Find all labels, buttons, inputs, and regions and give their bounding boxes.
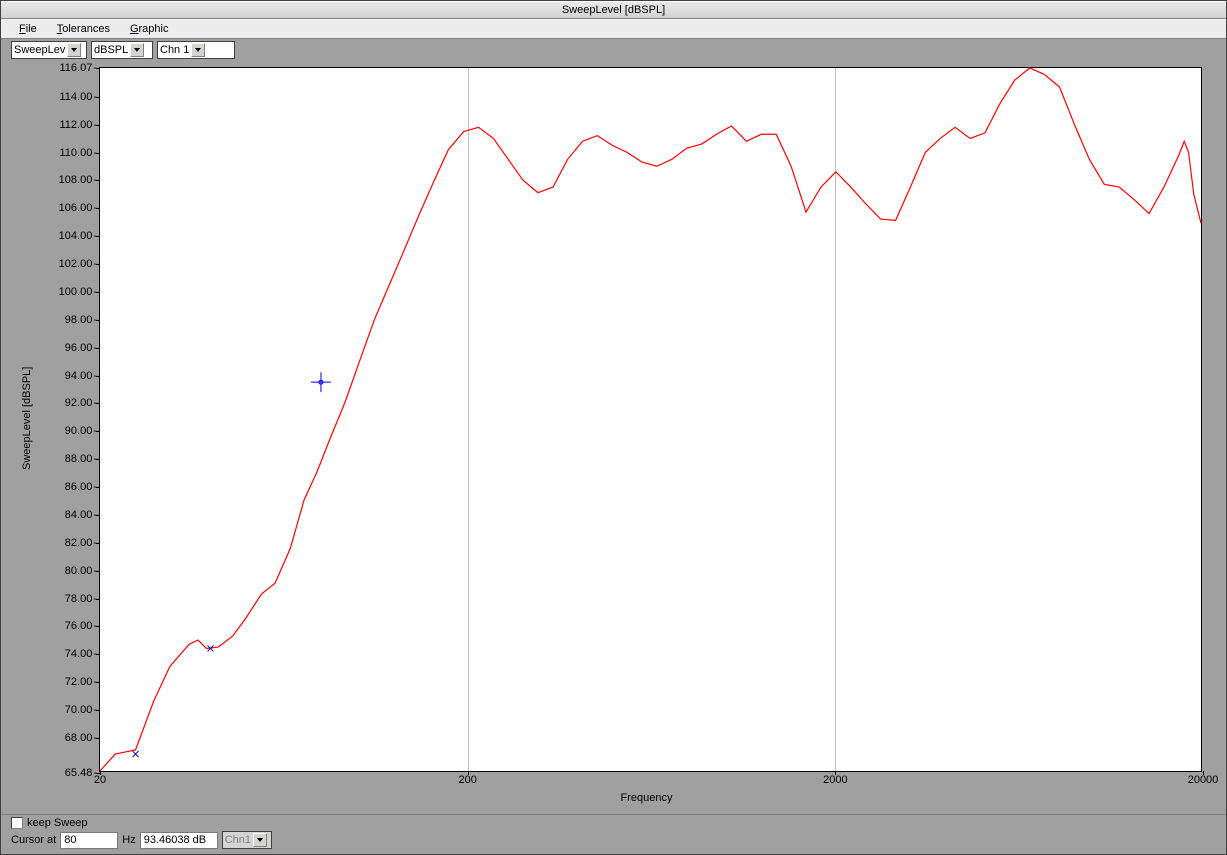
combo-channel[interactable]: Chn 1 [157, 41, 235, 59]
y-tick-label: 100.00- [59, 286, 97, 298]
y-tick-label: 94.00- [65, 370, 97, 382]
y-tick-label: 96.00- [65, 342, 97, 354]
menu-graphic[interactable]: Graphic [120, 21, 179, 37]
app-window: SweepLevel [dBSPL] File Tolerances Graph… [0, 0, 1227, 855]
y-tick-label: 114.00- [60, 91, 98, 103]
cursor-x-unit: Hz [122, 834, 135, 846]
combo-channel-value: Chn 1 [160, 44, 189, 56]
menu-file[interactable]: File [9, 21, 47, 37]
cursor-label: Cursor at [11, 834, 56, 846]
dropdown-arrow-icon [191, 43, 205, 57]
x-tick-label: 2000 [823, 774, 847, 786]
y-tick-label: 102.00- [59, 258, 97, 270]
x-tick-label: 200 [458, 774, 476, 786]
cursor-y-value: 93.46038 dB [144, 834, 206, 846]
y-tick-label: 98.00- [65, 314, 97, 326]
combo-unit-value: dBSPL [94, 44, 128, 56]
keep-sweep-label: keep Sweep [27, 817, 88, 829]
y-tick-label: 110.00- [60, 147, 98, 159]
x-tick-label: 20000 [1188, 774, 1219, 786]
cursor-x-input[interactable]: 80 [60, 832, 118, 849]
y-tick-label: 76.00- [65, 620, 97, 632]
chart-container: 65.48- 68.00- 70.00- 72.00- 74.00- 76.00- 78.0… [1, 61, 1226, 814]
sweep-curve [100, 68, 1201, 771]
y-tick-label: 108.00- [59, 174, 97, 186]
y-tick-label: 68.00- [65, 732, 97, 744]
cursor-x-value: 80 [64, 834, 76, 846]
dropdown-arrow-icon [67, 43, 81, 57]
y-tick-label: 90.00- [65, 425, 97, 437]
data-marker [133, 751, 139, 757]
combo-param-value: SweepLev [14, 44, 65, 56]
y-tick-label: 80.00- [65, 565, 97, 577]
x-tick-label: 20 [94, 774, 106, 786]
combo-status-channel[interactable]: Chn1 [222, 831, 272, 849]
y-tick-label: 106.00- [59, 202, 97, 214]
y-tick-label: 84.00- [65, 509, 97, 521]
y-tick-label: 88.00- [65, 453, 97, 465]
combo-param[interactable]: SweepLev [11, 41, 87, 59]
dropdown-arrow-icon [253, 833, 267, 847]
cursor-y-readout: 93.46038 dB [140, 832, 218, 849]
y-tick-label: 82.00- [65, 537, 97, 549]
combo-status-channel-value: Chn1 [225, 834, 251, 846]
cursor-crosshair-icon[interactable] [311, 372, 331, 392]
menubar: File Tolerances Graphic [1, 19, 1226, 39]
combo-unit[interactable]: dBSPL [91, 41, 153, 59]
y-axis-label: SweepLevel [dBSPL] [21, 366, 33, 469]
keep-sweep-checkbox[interactable] [11, 817, 23, 829]
dropdown-arrow-icon [130, 43, 144, 57]
y-tick-label: 112.00- [60, 119, 98, 131]
y-tick-label: 116.07- [60, 62, 98, 74]
y-tick-label: 65.48- [65, 767, 97, 779]
plot-area[interactable]: 65.48-68.00-70.00-72.00-74.00-76.00-78.0… [99, 67, 1202, 772]
x-axis-label: Frequency [621, 792, 673, 804]
statusbar: keep Sweep Cursor at 80 Hz 93.46038 dB C… [1, 814, 1226, 854]
y-tick-label: 86.00- [65, 481, 97, 493]
toolbar: SweepLev dBSPL Chn 1 [1, 39, 1226, 61]
y-tick-label: 70.00- [65, 704, 97, 716]
window-title: SweepLevel [dBSPL] [562, 4, 665, 16]
y-tick-label: 78.00- [65, 593, 97, 605]
y-tick-label: 74.00- [65, 648, 97, 660]
y-tick-label: 72.00- [65, 676, 97, 688]
titlebar: SweepLevel [dBSPL] [1, 1, 1226, 19]
menu-tolerances[interactable]: Tolerances [47, 21, 120, 37]
y-tick-label: 104.00- [59, 230, 97, 242]
y-tick-label: 92.00- [65, 397, 97, 409]
